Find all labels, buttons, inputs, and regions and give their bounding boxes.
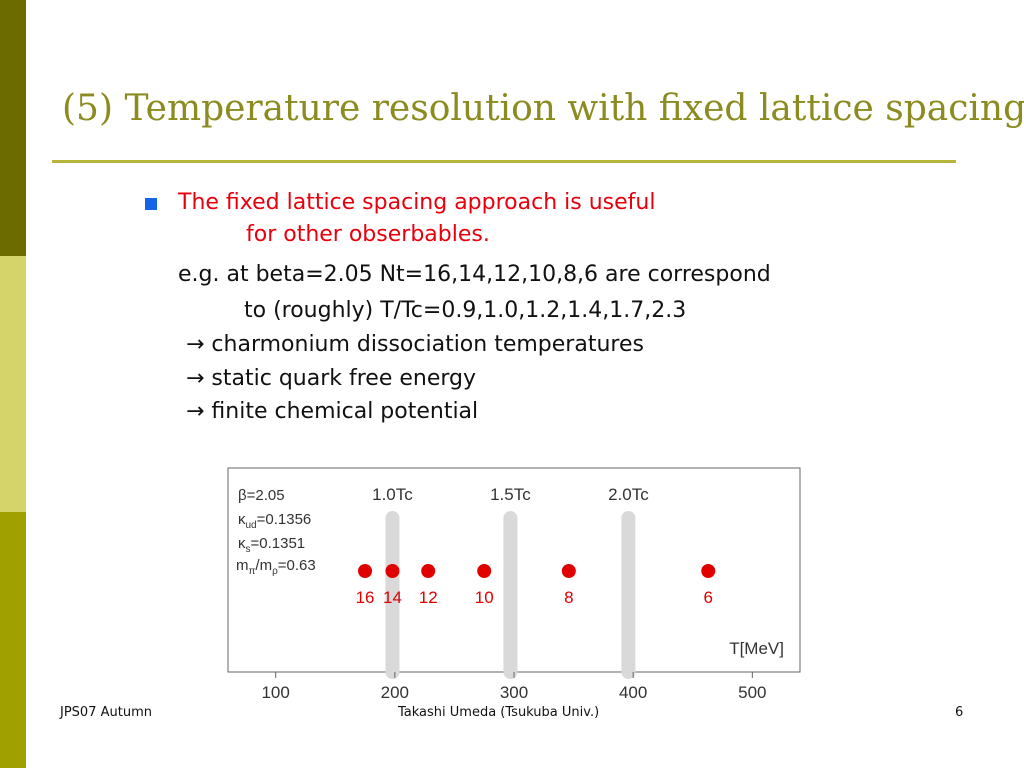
tc-label: 1.0Tc (372, 485, 413, 504)
x-axis-label: T[MeV] (729, 639, 784, 658)
data-point (421, 564, 436, 578)
data-point (561, 564, 576, 578)
param-kappa-s: κs=0.1351 (238, 535, 305, 555)
point-label: 16 (356, 588, 375, 607)
example-line2: to (roughly) T/Tc=0.9,1.0,1.2,1.4,1.7,2.… (244, 298, 687, 323)
decor-bar-bottom (0, 512, 26, 768)
bullet-square-icon (145, 198, 157, 210)
param-mass-ratio: mπ/mρ=0.63 (236, 557, 316, 577)
data-point (701, 564, 716, 578)
footer-left: JPS07 Autumn (60, 705, 152, 720)
data-point (477, 564, 492, 578)
bullet-text-line1: The fixed lattice spacing approach is us… (178, 190, 656, 215)
temperature-chart: 16 14 12 10 8 6 1.0Tc 1.5Tc 2.0Tc 100 200 300 400 5… (226, 466, 826, 706)
arrow-item-free-energy: → static quark free energy (186, 366, 477, 391)
param-beta: β=2.05 (238, 487, 285, 504)
tc-label: 1.5Tc (490, 485, 531, 504)
footer-center: Takashi Umeda (Tsukuba Univ.) (398, 705, 600, 720)
arrow-item-charmonium: → charmonium dissociation temperatures (186, 332, 644, 357)
chart-svg: 16 14 12 10 8 6 1.0Tc 1.5Tc 2.0Tc 100 200 300 400 5… (227, 467, 801, 702)
point-label: 14 (383, 588, 402, 607)
x-tick-label: 400 (619, 683, 647, 702)
data-point (385, 564, 400, 578)
arrow-item-chemical-potential: → finite chemical potential (186, 399, 479, 424)
tc-label: 2.0Tc (608, 485, 649, 504)
decor-bar-middle (0, 256, 26, 512)
point-label: 8 (564, 588, 573, 607)
data-point (358, 564, 373, 578)
point-label: 6 (704, 588, 713, 607)
bullet-text-line2: for other obserbables. (246, 222, 490, 247)
title-divider (52, 160, 956, 163)
slide-title: (5) Temperature resolution with fixed la… (62, 88, 1024, 129)
param-kappa-ud: κud=0.1356 (238, 511, 311, 531)
decor-bar-top (0, 0, 26, 256)
point-label: 10 (475, 588, 494, 607)
example-line1: e.g. at beta=2.05 Nt=16,14,12,10,8,6 are… (178, 262, 771, 287)
x-tick-label: 300 (500, 683, 528, 702)
x-tick-label: 100 (261, 683, 289, 702)
footer-page-number: 6 (955, 705, 964, 720)
x-tick-label: 500 (738, 683, 766, 702)
point-label: 12 (419, 588, 438, 607)
x-tick-label: 200 (381, 683, 409, 702)
